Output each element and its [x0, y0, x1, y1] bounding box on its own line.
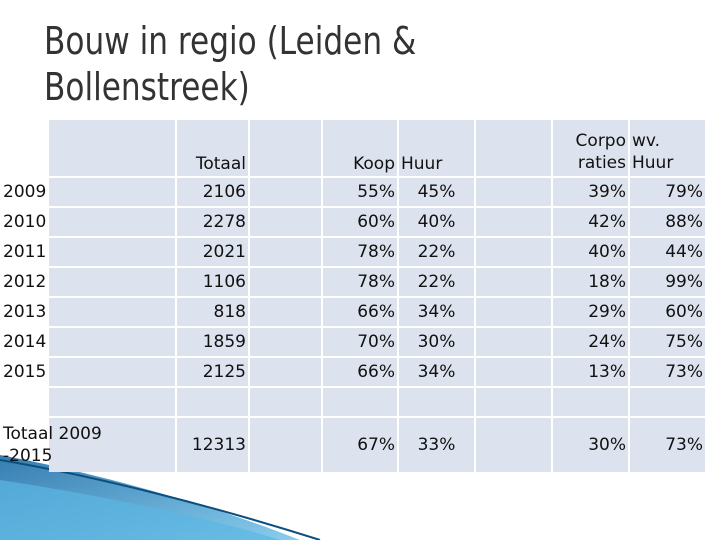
table-row: 2012 1106 78% 22% 18% 99% [3, 268, 705, 296]
table-row: 2014 1859 70% 30% 24% 75% [3, 328, 705, 356]
table-row: 2015 2125 66% 34% 13% 73% [3, 358, 705, 386]
row-year-label: 2010 [3, 212, 47, 232]
row-spacer-2 [476, 178, 551, 206]
header-corporaties: Corpo raties [553, 120, 628, 176]
row-spacer-2 [476, 208, 551, 236]
row-corporaties: 29% [553, 298, 628, 326]
slide-title-line-1: Bouw in regio (Leiden & [44, 19, 417, 63]
row-koop: 78% [323, 238, 397, 266]
row-corporaties: 42% [553, 208, 628, 236]
row-year-label: 2011 [3, 242, 47, 262]
row-spacer-2 [476, 358, 551, 386]
row-year: 2014 [3, 328, 175, 356]
total-totaal: 12313 [177, 418, 248, 472]
row-koop: 78% [323, 268, 397, 296]
header-empty-cell [49, 120, 175, 176]
housing-table: Totaal Koop Huur Corpo raties wv. Huur 200… [3, 118, 707, 474]
header-spacer-2 [476, 120, 551, 176]
row-koop: 70% [323, 328, 397, 356]
row-wv-huur: 44% [630, 238, 705, 266]
row-spacer [250, 298, 321, 326]
row-huur: 34% [399, 358, 474, 386]
row-year: 2011 [3, 238, 175, 266]
row-spacer [250, 238, 321, 266]
row-totaal: 2106 [177, 178, 248, 206]
header-totaal: Totaal [177, 120, 248, 176]
row-corporaties: 40% [553, 238, 628, 266]
row-totaal: 2278 [177, 208, 248, 236]
row-huur: 45% [399, 178, 474, 206]
row-huur: 22% [399, 268, 474, 296]
row-koop: 66% [323, 358, 397, 386]
row-spacer [250, 328, 321, 356]
total-koop: 67% [323, 418, 397, 472]
row-wv-huur: 88% [630, 208, 705, 236]
total-label: Totaal 2009 -2015 [3, 418, 175, 472]
table-row: 2011 2021 78% 22% 40% 44% [3, 238, 705, 266]
row-year: 2009 [3, 178, 175, 206]
row-corporaties: 18% [553, 268, 628, 296]
row-huur: 40% [399, 208, 474, 236]
total-corporaties: 30% [553, 418, 628, 472]
row-totaal: 1859 [177, 328, 248, 356]
row-spacer [250, 208, 321, 236]
row-year-label: 2009 [3, 182, 47, 202]
row-corporaties: 24% [553, 328, 628, 356]
slide-title-line-2: Bollenstreek) [44, 65, 250, 109]
row-year-label: 2012 [3, 272, 47, 292]
row-corporaties: 13% [553, 358, 628, 386]
row-year-label: 2014 [3, 332, 47, 352]
row-spacer-2 [476, 298, 551, 326]
row-totaal: 1106 [177, 268, 248, 296]
row-spacer [250, 268, 321, 296]
header-wv-huur: wv. Huur [630, 120, 705, 176]
row-huur: 30% [399, 328, 474, 356]
row-totaal: 818 [177, 298, 248, 326]
slide-title: Bouw in regio (Leiden & Bollenstreek) [44, 18, 416, 110]
header-koop: Koop [323, 120, 397, 176]
row-huur: 34% [399, 298, 474, 326]
corner-wave-decoration [0, 455, 321, 540]
row-year-label: 2013 [3, 302, 47, 322]
total-huur: 33% [399, 418, 474, 472]
row-totaal: 2125 [177, 358, 248, 386]
row-koop: 66% [323, 298, 397, 326]
row-spacer [250, 358, 321, 386]
row-year: 2015 [3, 358, 175, 386]
row-spacer-2 [476, 268, 551, 296]
row-wv-huur: 99% [630, 268, 705, 296]
row-spacer-2 [476, 328, 551, 356]
table-row: 2013 818 66% 34% 29% 60% [3, 298, 705, 326]
total-wv-huur: 73% [630, 418, 705, 472]
row-wv-huur: 79% [630, 178, 705, 206]
header-spacer [250, 120, 321, 176]
row-koop: 60% [323, 208, 397, 236]
row-year: 2010 [3, 208, 175, 236]
row-spacer-2 [476, 238, 551, 266]
table-total-row: Totaal 2009 -2015 12313 67% 33% 30% 73% [3, 418, 705, 472]
table-header-row: Totaal Koop Huur Corpo raties wv. Huur [49, 120, 705, 176]
row-totaal: 2021 [177, 238, 248, 266]
header-huur: Huur [399, 120, 474, 176]
row-year-label: 2015 [3, 362, 47, 382]
row-wv-huur: 75% [630, 328, 705, 356]
row-koop: 55% [323, 178, 397, 206]
row-year: 2012 [3, 268, 175, 296]
row-wv-huur: 60% [630, 298, 705, 326]
row-huur: 22% [399, 238, 474, 266]
row-year: 2013 [3, 298, 175, 326]
table-row: 2009 2106 55% 45% 39% 79% [3, 178, 705, 206]
table-row: 2010 2278 60% 40% 42% 88% [3, 208, 705, 236]
row-spacer [250, 178, 321, 206]
row-wv-huur: 73% [630, 358, 705, 386]
table-blank-row [49, 388, 705, 416]
row-corporaties: 39% [553, 178, 628, 206]
